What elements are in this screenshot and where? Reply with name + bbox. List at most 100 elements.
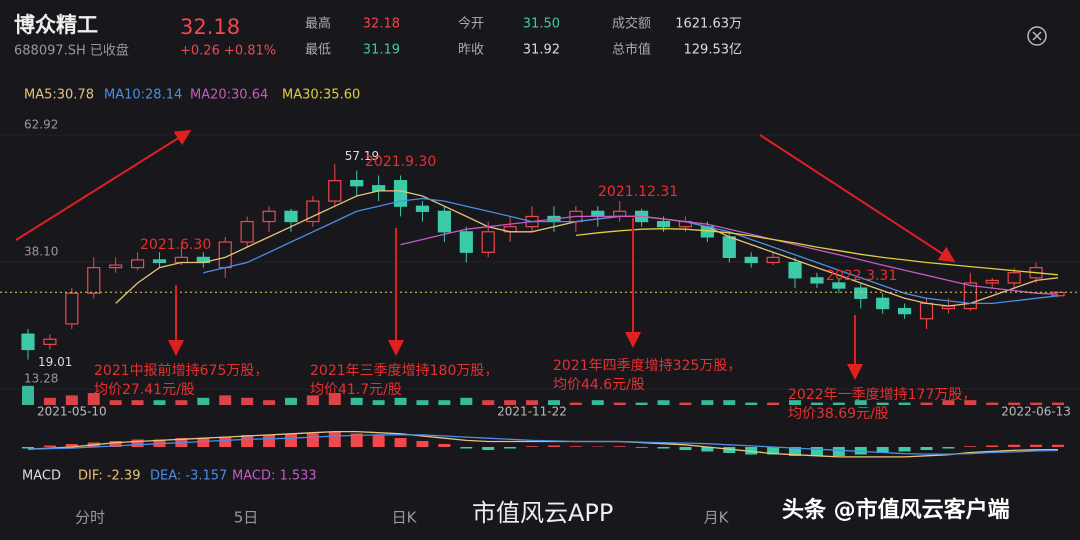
tab[interactable]: 5日 <box>234 509 259 527</box>
volume-bar <box>131 400 144 405</box>
macd-bar <box>547 445 560 447</box>
volume-bar <box>460 397 473 405</box>
watermark: 市值风云APP <box>472 499 613 527</box>
macd-bar <box>219 436 232 447</box>
volume-bar <box>657 400 670 405</box>
macd-bar <box>898 447 911 452</box>
candle-body <box>481 231 495 253</box>
macd-bar <box>789 447 802 456</box>
candle-body <box>65 292 79 325</box>
tab[interactable]: 分时 <box>75 509 105 527</box>
candle-body <box>372 185 386 192</box>
macd-legend: DIF: -2.39 <box>78 469 140 484</box>
candle-body <box>876 297 890 310</box>
ma-line <box>400 215 1059 295</box>
candle-body <box>306 200 320 223</box>
y-tick-label: 13.28 <box>24 371 58 385</box>
candle-body <box>152 259 167 264</box>
macd-bar <box>416 441 429 447</box>
macd-legend: MACD <box>22 469 61 484</box>
macd-bar <box>526 446 539 447</box>
volume-bar <box>920 402 933 405</box>
macd-bar <box>1008 444 1021 447</box>
volume-bar <box>898 402 911 405</box>
macd-bar <box>109 441 122 447</box>
ma-legend: MA10:28.14 <box>104 88 182 103</box>
stat-value: 31.19 <box>363 43 400 58</box>
macd-bar <box>964 446 977 447</box>
volume-bar <box>1052 402 1064 405</box>
macd-bar <box>723 447 736 453</box>
volume-bar <box>679 402 692 405</box>
macd-bar <box>613 446 626 447</box>
x-tick-label: 2021-05-10 <box>37 405 107 419</box>
volume-bar <box>701 400 714 405</box>
candle-body <box>613 210 627 218</box>
volume-bar <box>350 397 363 405</box>
trend-arrow <box>759 134 956 263</box>
macd-bar <box>1030 444 1043 447</box>
macd-bar <box>263 435 276 447</box>
high-label: 57.19 <box>345 149 379 163</box>
low-label: 19.01 <box>38 355 72 369</box>
volume-bar <box>219 395 232 405</box>
ma-line <box>203 197 1059 305</box>
stat-label: 今开 <box>458 16 484 32</box>
volume-bar <box>854 400 867 405</box>
candle-body <box>963 282 977 310</box>
macd-bar <box>306 433 319 447</box>
macd-bar <box>767 447 780 455</box>
close-icon <box>1032 31 1042 41</box>
macd-bar <box>372 435 385 447</box>
volume-bar <box>591 400 604 405</box>
macd-bar <box>197 438 210 447</box>
close-button[interactable] <box>1027 26 1047 46</box>
volume-bar <box>43 397 56 405</box>
volume-bar <box>1030 402 1043 405</box>
x-tick-label: 2022-06-13 <box>1001 405 1071 419</box>
stat-value: 1621.63万 <box>675 17 742 32</box>
candle-body <box>656 220 671 228</box>
y-tick-label: 38.10 <box>24 244 58 258</box>
annotation: 均价38.69元/股 <box>788 406 889 422</box>
macd-legend: DEA: -3.157 <box>150 469 227 484</box>
candle-body <box>328 180 342 202</box>
volume-bar <box>832 402 845 405</box>
volume-bar <box>416 400 429 405</box>
candle-body <box>415 205 430 212</box>
candle-body <box>43 338 57 345</box>
dif-line <box>27 430 1059 458</box>
stat-label: 最高 <box>305 16 331 32</box>
volume-bar <box>723 400 736 405</box>
volume-bar <box>569 402 582 405</box>
stat-value: 31.50 <box>523 17 560 32</box>
volume-bar <box>328 393 341 405</box>
volume-bar <box>284 397 297 405</box>
watermark: 头条 @市值风云客户端 <box>782 497 1010 523</box>
macd-bar <box>942 447 955 449</box>
y-tick-label: 62.92 <box>24 117 58 131</box>
candle-body <box>437 210 451 233</box>
volume-bar <box>635 402 648 405</box>
stat-label: 成交额 <box>612 16 651 32</box>
stat-label: 总市值 <box>612 42 651 58</box>
candle-body <box>810 277 824 284</box>
tab[interactable]: 日K <box>392 509 418 527</box>
annotation: 2021年四季度增持325万股， <box>553 358 741 374</box>
candle-body <box>744 256 758 264</box>
price: 32.18 <box>180 15 240 39</box>
tab[interactable]: 月K <box>704 509 730 527</box>
macd-bar <box>284 433 297 447</box>
volume-bar <box>745 402 758 405</box>
volume-bar <box>372 400 385 405</box>
candle-body <box>591 210 605 218</box>
annotation: 均价41.7元/股 <box>310 382 402 398</box>
volume-bar <box>547 400 560 405</box>
volume-bar <box>810 402 823 405</box>
candle-body <box>109 264 123 269</box>
candle-body <box>240 220 254 243</box>
stat-label: 最低 <box>305 43 331 58</box>
volume-bar <box>789 400 802 405</box>
